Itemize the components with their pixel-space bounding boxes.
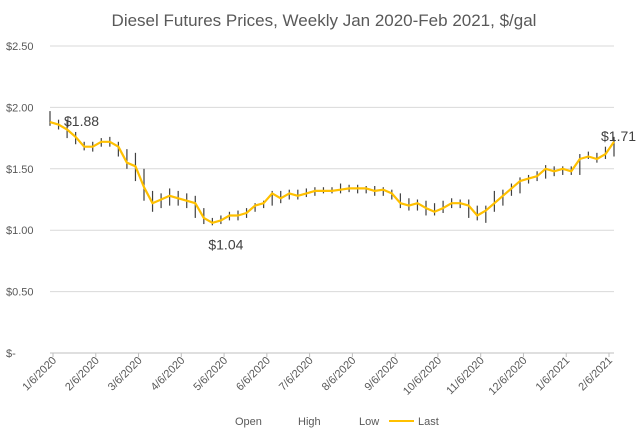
x-tick-label: 4/6/2020 xyxy=(149,355,188,394)
x-tick-label: 3/6/2020 xyxy=(106,355,145,394)
data-label-low: $1.04 xyxy=(208,236,243,252)
legend-open-label: Open xyxy=(235,416,262,428)
x-tick-label: 5/6/2020 xyxy=(191,355,230,394)
y-tick-label: $2.50 xyxy=(6,41,34,53)
legend-last-label: Last xyxy=(418,416,439,428)
gridlines xyxy=(50,45,614,354)
x-axis-ticks: 1/6/2020 2/6/2020 3/6/2020 4/6/2020 5/6/2020… xyxy=(20,353,615,398)
x-tick-label: 8/6/2020 xyxy=(320,355,359,394)
x-tick-label: 12/6/2020 xyxy=(486,355,529,398)
legend-high-label: High xyxy=(298,416,321,428)
data-label-start: $1.88 xyxy=(64,113,99,129)
x-tick-label: 9/6/2020 xyxy=(363,355,402,394)
y-axis-ticks: $- $0.50 $1.00 $1.50 $2.00 $2.50 xyxy=(6,41,34,360)
x-tick-label: 10/6/2020 xyxy=(401,355,444,398)
last-price-line xyxy=(49,121,615,224)
last-price-series xyxy=(49,121,615,224)
x-tick-label: 7/6/2020 xyxy=(277,355,316,394)
legend-low-label: Low xyxy=(359,416,379,428)
x-tick-label: 1/6/2020 xyxy=(20,355,59,394)
y-tick-label: $1.50 xyxy=(6,164,34,176)
x-tick-label: 11/6/2020 xyxy=(444,355,487,398)
legend: Open High Low Last xyxy=(235,416,439,428)
chart-title: Diesel Futures Prices, Weekly Jan 2020-F… xyxy=(112,11,537,30)
y-tick-label: $0.50 xyxy=(6,287,34,299)
data-labels: $1.88 $1.04 $1.71 xyxy=(64,113,636,252)
x-tick-label: 6/6/2020 xyxy=(234,355,273,394)
y-tick-label: $1.00 xyxy=(6,225,34,237)
y-tick-label: $- xyxy=(6,348,16,360)
y-tick-label: $2.00 xyxy=(6,102,34,114)
high-low-bars xyxy=(49,111,615,226)
x-tick-label: 2/6/2020 xyxy=(63,355,102,394)
data-label-end: $1.71 xyxy=(601,128,636,144)
x-tick-label: 1/6/2021 xyxy=(534,355,573,394)
x-tick-label: 2/6/2021 xyxy=(576,355,615,394)
